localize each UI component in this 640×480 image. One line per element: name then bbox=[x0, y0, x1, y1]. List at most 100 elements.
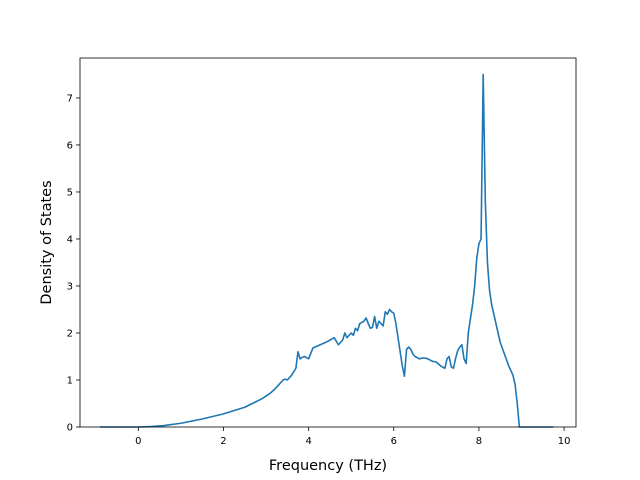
dos-data-point bbox=[297, 351, 299, 353]
dos-data-point bbox=[474, 285, 476, 287]
dos-data-point bbox=[337, 344, 339, 346]
dos-data-point bbox=[365, 317, 367, 319]
dos-data-point bbox=[503, 353, 505, 355]
dos-data-point bbox=[401, 365, 403, 367]
dos-data-point bbox=[440, 365, 442, 367]
dos-data-point bbox=[508, 365, 510, 367]
dos-data-point bbox=[480, 238, 482, 240]
dos-data-point bbox=[301, 356, 303, 358]
dos-data-point bbox=[448, 355, 450, 357]
x-tick-label: 10 bbox=[558, 436, 571, 447]
dos-data-point bbox=[303, 355, 305, 357]
dos-data-point bbox=[491, 304, 493, 306]
y-tick-label: 0 bbox=[67, 423, 73, 434]
dos-data-points bbox=[99, 73, 554, 428]
x-tick-label: 0 bbox=[135, 436, 141, 447]
dos-data-point bbox=[244, 406, 246, 408]
dos-data-point bbox=[516, 403, 518, 404]
dos-data-point bbox=[329, 339, 331, 341]
plot-frame bbox=[79, 57, 577, 428]
dos-data-point bbox=[482, 73, 484, 75]
dos-data-point bbox=[414, 355, 416, 357]
dos-data-point bbox=[444, 367, 446, 369]
dos-data-point bbox=[284, 378, 286, 380]
dos-data-point bbox=[403, 375, 405, 377]
dos-data-point bbox=[478, 243, 480, 245]
dos-data-point bbox=[342, 339, 344, 341]
dos-data-point bbox=[457, 350, 459, 352]
dos-data-point bbox=[354, 327, 356, 329]
x-tick-label: 4 bbox=[305, 436, 311, 447]
dos-data-point bbox=[363, 320, 365, 322]
dos-data-point bbox=[431, 360, 433, 362]
plot-background bbox=[80, 58, 576, 427]
dos-data-point bbox=[389, 308, 391, 310]
dos-data-point bbox=[472, 304, 474, 306]
dos-data-point bbox=[382, 325, 384, 327]
dos-data-point bbox=[295, 367, 297, 369]
dos-data-point bbox=[512, 374, 514, 376]
dos-data-point bbox=[463, 358, 465, 360]
dos-data-point bbox=[469, 318, 471, 320]
dos-data-point bbox=[278, 384, 280, 386]
dos-data-point bbox=[459, 346, 461, 348]
dos-data-point bbox=[408, 346, 410, 348]
dos-data-point bbox=[380, 323, 382, 325]
dos-data-point bbox=[369, 327, 371, 329]
dos-data-point bbox=[495, 323, 497, 325]
dos-data-point bbox=[371, 326, 373, 328]
y-tick-label: 6 bbox=[67, 140, 73, 151]
y-axis-label: Density of States bbox=[39, 180, 55, 304]
dos-data-point bbox=[393, 312, 395, 314]
dos-data-point bbox=[376, 327, 378, 329]
y-tick-label: 5 bbox=[67, 187, 73, 198]
dos-data-point bbox=[312, 347, 314, 349]
y-tick-label: 3 bbox=[67, 281, 73, 292]
dos-data-point bbox=[352, 334, 354, 336]
dos-data-point bbox=[455, 358, 457, 360]
dos-data-point bbox=[399, 351, 401, 353]
dos-data-point bbox=[397, 337, 399, 339]
dos-data-point bbox=[391, 311, 393, 313]
x-tick-label: 8 bbox=[476, 436, 482, 447]
dos-data-point bbox=[410, 348, 412, 350]
dos-data-point bbox=[465, 363, 467, 365]
dos-data-point bbox=[386, 313, 388, 315]
dos-data-point bbox=[299, 358, 301, 360]
dos-data-point bbox=[514, 384, 516, 386]
dos-data-point bbox=[333, 337, 335, 339]
dos-data-point bbox=[418, 358, 420, 360]
dos-data-point bbox=[406, 348, 408, 350]
y-tick-label: 4 bbox=[67, 234, 73, 245]
dos-data-point bbox=[367, 323, 369, 325]
dos-data-point bbox=[288, 377, 290, 379]
dos-data-point bbox=[274, 388, 276, 390]
dos-data-point bbox=[163, 425, 165, 427]
dos-data-point bbox=[222, 413, 224, 415]
dos-data-point bbox=[291, 374, 293, 376]
dos-data-point bbox=[350, 332, 352, 334]
x-axis-ticks: 0 2 4 6 8 10 bbox=[135, 427, 570, 447]
dos-data-point bbox=[489, 290, 491, 292]
x-tick-label: 2 bbox=[220, 436, 226, 447]
dos-data-point bbox=[308, 358, 310, 360]
dos-data-point bbox=[467, 332, 469, 334]
dos-data-point bbox=[423, 357, 425, 359]
x-tick-label: 6 bbox=[391, 436, 397, 447]
dos-data-point bbox=[412, 353, 414, 355]
y-axis-ticks: 0 1 2 3 4 5 6 7 bbox=[67, 93, 80, 434]
dos-data-point bbox=[476, 257, 478, 259]
dos-data-point bbox=[180, 422, 182, 424]
dos-data-point bbox=[384, 311, 386, 313]
dos-data-point bbox=[450, 366, 452, 368]
dos-data-point bbox=[461, 344, 463, 346]
y-tick-label: 2 bbox=[67, 328, 73, 339]
dos-data-point bbox=[452, 367, 454, 369]
dos-data-point bbox=[320, 343, 322, 345]
dos-data-point bbox=[346, 337, 348, 339]
dos-data-point bbox=[395, 323, 397, 325]
dos-data-point bbox=[201, 418, 203, 420]
dos-series-line bbox=[100, 73, 554, 428]
dos-data-point bbox=[359, 323, 361, 325]
